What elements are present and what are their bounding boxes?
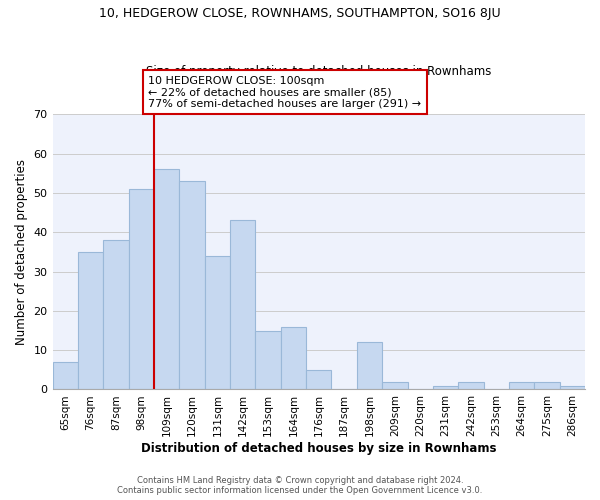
- Y-axis label: Number of detached properties: Number of detached properties: [15, 159, 28, 345]
- Bar: [281, 326, 306, 390]
- Bar: [78, 252, 103, 390]
- Bar: [154, 170, 179, 390]
- Bar: [306, 370, 331, 390]
- Bar: [205, 256, 230, 390]
- Bar: [103, 240, 128, 390]
- Title: Size of property relative to detached houses in Rownhams: Size of property relative to detached ho…: [146, 66, 491, 78]
- Bar: [53, 362, 78, 390]
- Bar: [509, 382, 534, 390]
- Text: Contains HM Land Registry data © Crown copyright and database right 2024.
Contai: Contains HM Land Registry data © Crown c…: [118, 476, 482, 495]
- Text: 10 HEDGEROW CLOSE: 100sqm
← 22% of detached houses are smaller (85)
77% of semi-: 10 HEDGEROW CLOSE: 100sqm ← 22% of detac…: [148, 76, 422, 109]
- Bar: [433, 386, 458, 390]
- Bar: [357, 342, 382, 390]
- Bar: [382, 382, 407, 390]
- Bar: [458, 382, 484, 390]
- Bar: [256, 330, 281, 390]
- Bar: [534, 382, 560, 390]
- Text: 10, HEDGEROW CLOSE, ROWNHAMS, SOUTHAMPTON, SO16 8JU: 10, HEDGEROW CLOSE, ROWNHAMS, SOUTHAMPTO…: [99, 8, 501, 20]
- Bar: [560, 386, 585, 390]
- Bar: [230, 220, 256, 390]
- Bar: [179, 181, 205, 390]
- X-axis label: Distribution of detached houses by size in Rownhams: Distribution of detached houses by size …: [141, 442, 497, 455]
- Bar: [128, 189, 154, 390]
